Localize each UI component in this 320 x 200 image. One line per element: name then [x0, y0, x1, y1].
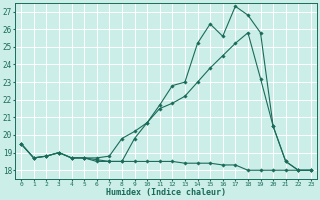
X-axis label: Humidex (Indice chaleur): Humidex (Indice chaleur) [106, 188, 226, 197]
